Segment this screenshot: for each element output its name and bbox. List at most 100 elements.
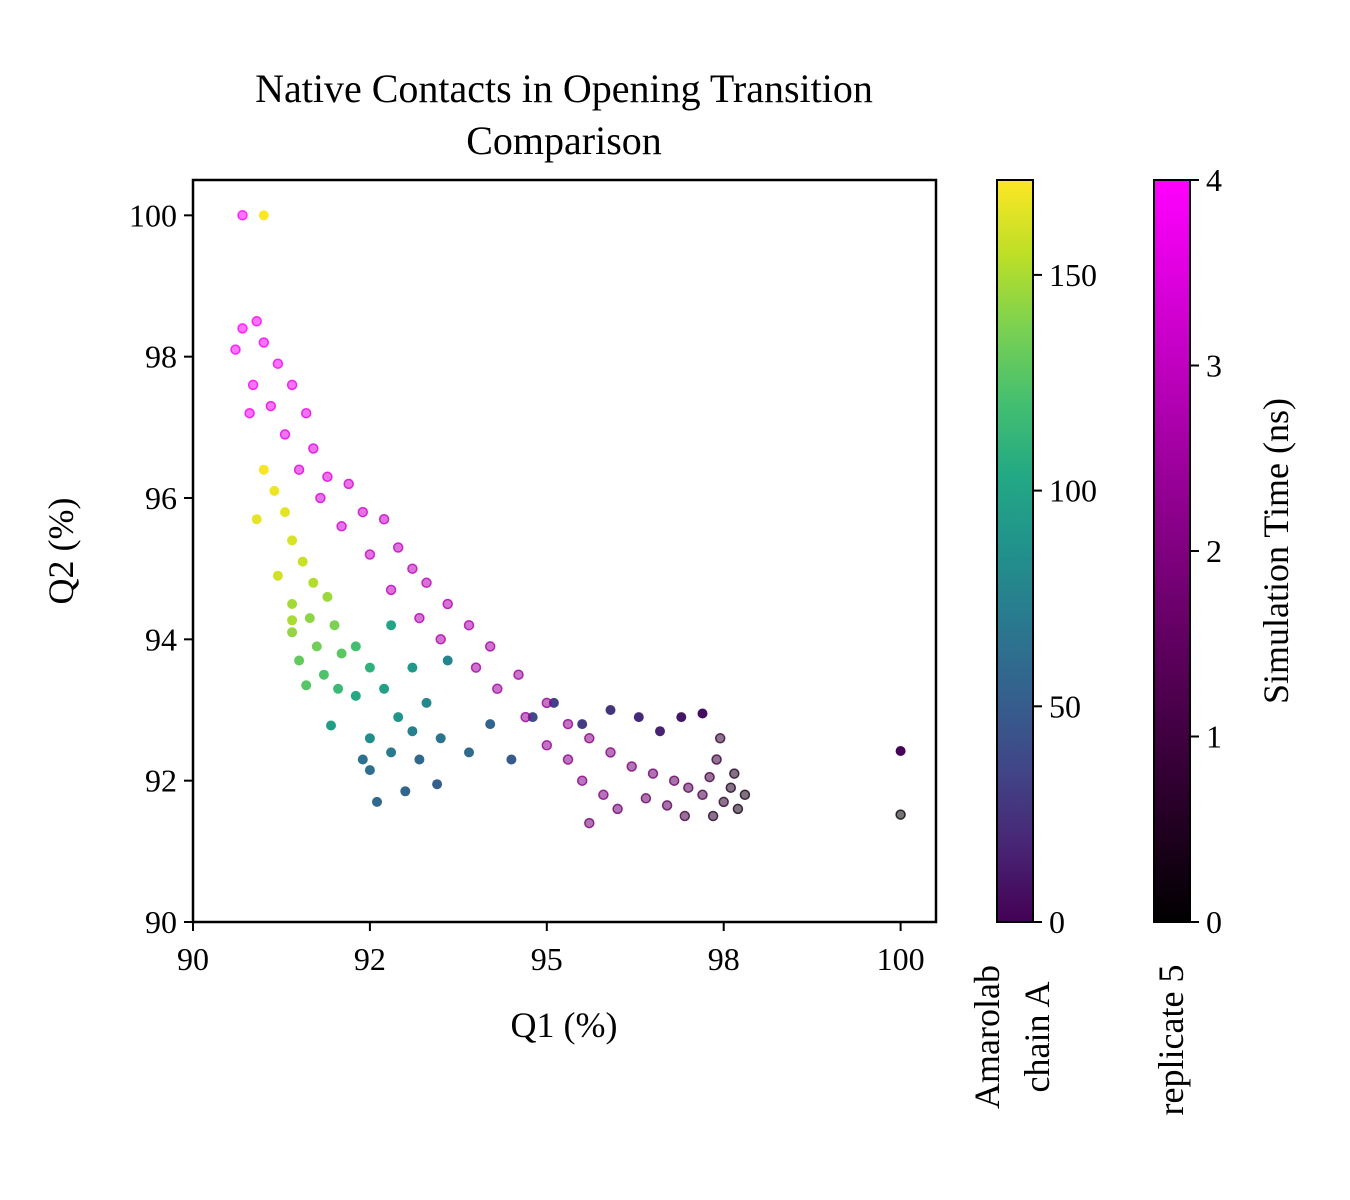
point-amarolab: [301, 680, 312, 691]
colorbar-amarolab-label-line-1: Amarolab: [967, 965, 1007, 1109]
point-amarolab: [326, 720, 336, 731]
y-tick-label: 94: [145, 621, 177, 657]
point-replicate-5: [272, 358, 284, 369]
point-replicate-5: [707, 810, 719, 822]
point-amarolab: [336, 648, 347, 659]
point-amarolab: [605, 705, 616, 715]
colorbar-tick-label: 50: [1049, 688, 1081, 724]
point-amarolab: [379, 683, 390, 694]
point-amarolab: [442, 655, 453, 666]
colorbar-tick-label: 0: [1049, 904, 1065, 940]
point-amarolab: [269, 485, 280, 496]
point-replicate-5: [421, 577, 432, 589]
point-replicate-5: [714, 733, 726, 744]
point-amarolab: [287, 615, 298, 626]
point-amarolab: [676, 712, 687, 723]
point-replicate-5: [251, 316, 262, 327]
point-amarolab: [407, 662, 418, 673]
y-axis-label: Q2 (%): [41, 498, 81, 605]
point-amarolab: [333, 683, 344, 694]
point-amarolab: [357, 754, 368, 765]
chart-title-line-1: Native Contacts in Opening Transition: [255, 66, 873, 111]
point-replicate-5: [435, 634, 446, 645]
point-amarolab: [386, 747, 397, 758]
point-replicate-5: [322, 471, 333, 483]
point-replicate-5: [286, 379, 298, 391]
point-amarolab: [697, 708, 708, 719]
point-amarolab: [364, 662, 375, 673]
colorbar-tick-label: 1: [1206, 719, 1222, 755]
point-replicate-5: [729, 768, 740, 779]
point-replicate-5: [668, 775, 680, 786]
colorbar-time-ticks: 0 1 2 3 4: [1190, 162, 1222, 940]
x-axis-ticks: 90 92 95 98 100: [177, 922, 925, 977]
point-replicate-5: [343, 478, 354, 490]
point-amarolab: [432, 779, 443, 790]
point-replicate-5: [562, 718, 574, 730]
point-replicate-5: [442, 598, 453, 610]
point-replicate-5: [315, 492, 326, 504]
point-replicate-5: [679, 810, 691, 822]
point-replicate-5: [244, 407, 255, 419]
point-amarolab: [287, 627, 298, 638]
point-replicate-5: [237, 210, 248, 221]
point-replicate-5: [612, 803, 623, 815]
point-replicate-5: [697, 789, 708, 801]
point-amarolab: [280, 507, 290, 518]
point-replicate-5: [414, 612, 425, 624]
colorbar-tick-label: 4: [1206, 162, 1222, 198]
point-amarolab: [393, 712, 404, 723]
point-replicate-5: [258, 337, 270, 348]
chart-title: Native Contacts in Opening Transition Co…: [255, 66, 873, 163]
point-amarolab: [895, 746, 906, 756]
point-amarolab: [251, 514, 262, 525]
point-amarolab: [655, 726, 665, 737]
point-replicate-5: [293, 464, 305, 475]
point-amarolab: [304, 613, 315, 624]
point-amarolab: [506, 754, 517, 765]
point-replicate-5: [661, 800, 673, 811]
point-replicate-5: [513, 669, 524, 680]
point-replicate-5: [520, 711, 531, 723]
x-tick-label: 98: [708, 941, 740, 977]
colorbar-tick-label: 2: [1206, 533, 1222, 569]
point-replicate-5: [647, 768, 659, 779]
point-replicate-5: [484, 641, 496, 652]
point-replicate-5: [739, 789, 751, 801]
y-tick-label: 100: [129, 197, 177, 233]
colorbar-tick-label: 3: [1206, 348, 1222, 384]
point-amarolab: [633, 712, 644, 723]
point-amarolab: [350, 641, 361, 652]
point-replicate-5: [584, 817, 595, 829]
point-replicate-5: [541, 740, 553, 751]
point-amarolab: [272, 570, 283, 581]
point-replicate-5: [364, 549, 376, 560]
point-replicate-5: [463, 619, 475, 631]
point-amarolab: [400, 786, 411, 797]
colorbar-tick-label: 0: [1206, 904, 1222, 940]
point-amarolab: [258, 464, 269, 475]
colorbar-time-label: Simulation Time (ns): [1256, 398, 1296, 704]
point-amarolab: [287, 535, 298, 546]
point-replicate-5: [300, 407, 312, 419]
colorbar-tick-label: 150: [1049, 257, 1097, 293]
point-replicate-5: [392, 542, 404, 553]
colorbar-time: 0 1 2 3 4 Simulation Time (ns) replicate 5: [1151, 162, 1296, 1115]
point-replicate-5: [626, 761, 637, 772]
point-replicate-5: [605, 747, 616, 758]
colorbar-amarolab-gradient: [996, 179, 1034, 923]
point-replicate-5: [576, 775, 588, 786]
point-amarolab: [414, 754, 425, 765]
point-replicate-5: [895, 809, 906, 820]
point-replicate-5: [704, 771, 715, 783]
point-replicate-5: [492, 683, 503, 695]
point-replicate-5: [357, 506, 369, 518]
point-amarolab: [329, 620, 340, 631]
point-amarolab: [485, 719, 496, 730]
y-tick-label: 96: [145, 480, 177, 516]
x-tick-label: 90: [177, 941, 209, 977]
colorbar-time-series-name: replicate 5: [1151, 965, 1191, 1116]
point-amarolab: [318, 669, 329, 680]
x-axis-label: Q1 (%): [511, 1005, 618, 1045]
